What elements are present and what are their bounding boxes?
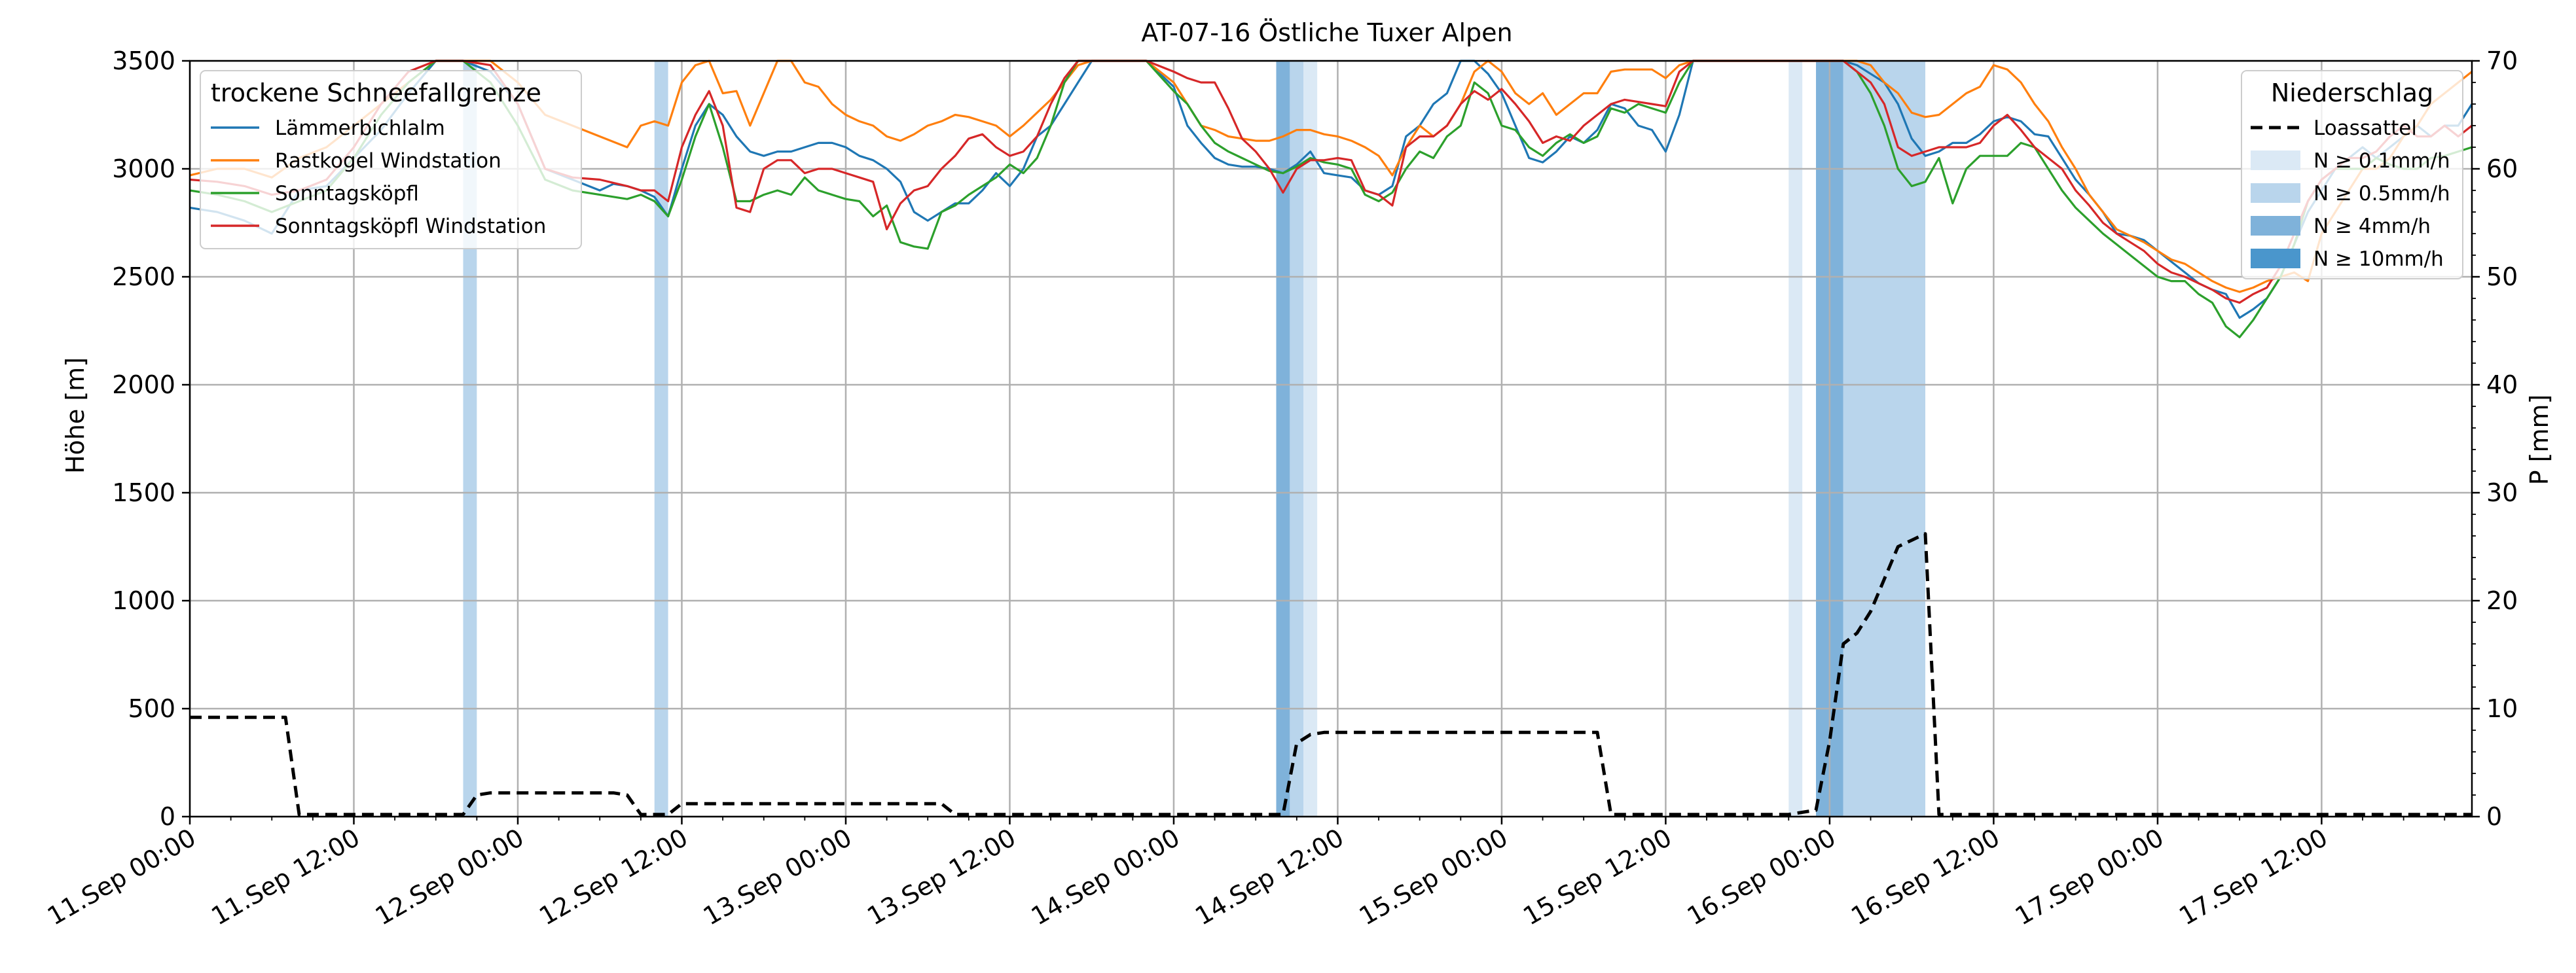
legend-swatch-precip [2251,249,2300,268]
lines-layer [189,60,2473,817]
y2-tick-label: 20 [2486,586,2518,615]
legend-label: N ≥ 4mm/h [2313,215,2431,238]
precip-band [1303,61,1318,817]
legend-label: Sonntagsköpfl Windstation [275,215,546,238]
legend-swatch-precip [2251,216,2300,236]
series-line [189,60,2473,304]
chart-title: AT-07-16 Östliche Tuxer Alpen [1141,18,1512,47]
x-tick-label: 16.Sep 12:00 [1846,823,2005,931]
y2-tick-label: 40 [2486,370,2518,399]
x-tick-label: 14.Sep 00:00 [1026,823,1185,931]
y-axis-label: Höhe [m] [61,357,90,474]
legend-label: Lämmerbichlalm [275,116,445,140]
x-tick-label: 15.Sep 12:00 [1518,823,1677,931]
y-tick-label: 0 [160,802,175,831]
legend-label: Rastkogel Windstation [275,149,501,173]
legend-precip: Niederschlag Loassattel N ≥ 0.1mm/h N ≥ 0.… [2241,70,2463,279]
precip-band [1843,61,1926,817]
legend-snowline-items: Lämmerbichlalm Rastkogel Windstation Sonnt… [211,116,546,238]
legend-precip-title: Niederschlag [2271,79,2433,107]
series-line [189,60,2473,339]
y2-tick-label: 50 [2486,262,2518,291]
y2-tick-label: 30 [2486,478,2518,507]
y-tick-label: 3000 [112,154,175,183]
y-tick-label: 1000 [112,586,175,615]
x-tick-label: 11.Sep 00:00 [43,823,201,931]
x-tick-label: 11.Sep 12:00 [206,823,365,931]
x-tick-label: 17.Sep 12:00 [2174,823,2332,931]
x-tick-label: 17.Sep 00:00 [2010,823,2169,931]
x-tick-label: 13.Sep 12:00 [862,823,1021,931]
legend-label: N ≥ 0.5mm/h [2313,182,2450,205]
precip-band [654,61,668,817]
y2-tick-label: 0 [2486,802,2502,831]
legend-label: Sonntagsköpfl [275,182,419,205]
x-tick-label: 16.Sep 00:00 [1682,823,1841,931]
x-tick-label: 14.Sep 12:00 [1190,823,1349,931]
y-tick-label: 1500 [112,478,175,507]
legend-label: N ≥ 10mm/h [2313,247,2444,271]
legend-label: Loassattel [2313,116,2417,140]
y-tick-label: 2000 [112,370,175,399]
y-tick-label: 3500 [112,46,175,75]
precip-band [1290,61,1304,817]
precip-band [1788,61,1803,817]
x-tick-label: 12.Sep 12:00 [534,823,693,931]
x-tick-label: 13.Sep 00:00 [698,823,857,931]
y-tick-label: 500 [128,694,175,723]
plot-frame [189,60,2473,818]
precip-band [463,61,477,817]
series-line [190,532,2472,817]
legend-label: N ≥ 0.1mm/h [2313,149,2450,173]
y2-axis-label: P [mm] [2525,395,2554,486]
legend-snowline-title: trockene Schneefallgrenze [211,79,541,107]
y-tick-label: 2500 [112,262,175,291]
legend-snowline-frame [200,70,582,249]
x-tick-label: 12.Sep 00:00 [371,823,529,931]
legend-snowline: trockene Schneefallgrenze Lämmerbichlalm… [200,70,582,249]
precip-band [1276,61,1290,817]
legend-precip-items: Loassattel N ≥ 0.1mm/h N ≥ 0.5mm/h N ≥ 4mm/… [2251,116,2450,271]
y2-tick-label: 60 [2486,154,2518,183]
y2-tick-label: 70 [2486,46,2518,75]
legend-swatch-precip [2251,150,2300,170]
x-tick-label: 15.Sep 00:00 [1354,823,1513,931]
y2-tick-label: 10 [2486,694,2518,723]
legend-swatch-precip [2251,183,2300,203]
